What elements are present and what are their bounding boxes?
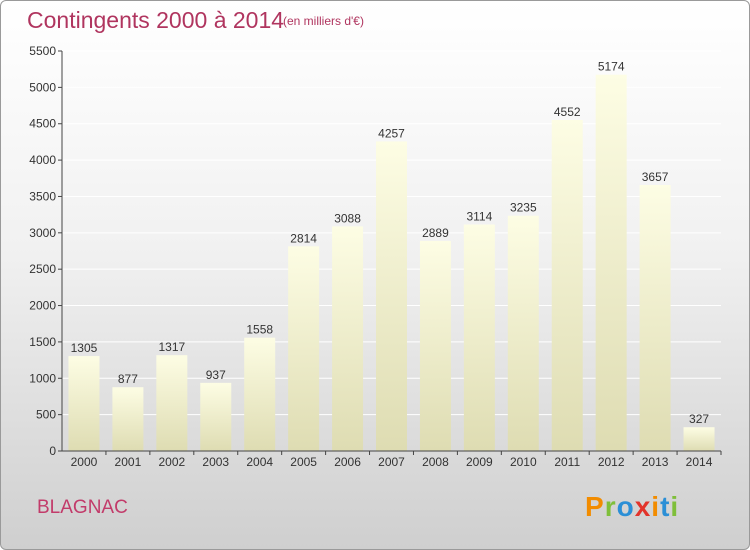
bar xyxy=(419,240,451,451)
y-tick-label: 4500 xyxy=(29,117,56,131)
bar-value-label: 3088 xyxy=(334,211,361,225)
x-tick-label: 2012 xyxy=(598,455,625,469)
x-tick-label: 2009 xyxy=(466,455,493,469)
bar-value-label: 2889 xyxy=(422,226,449,240)
bar-value-label: 4257 xyxy=(378,126,405,140)
bar xyxy=(595,74,627,451)
brand-letter: t xyxy=(660,491,671,522)
bar-value-label: 4552 xyxy=(554,105,581,119)
bar-value-label: 2814 xyxy=(290,231,317,245)
brand-letter: o xyxy=(616,491,635,522)
bar xyxy=(288,246,320,451)
brand-letter: i xyxy=(651,491,661,522)
y-tick-label: 0 xyxy=(49,444,56,458)
bar xyxy=(551,119,583,451)
commune-name: BLAGNAC xyxy=(37,497,128,518)
bar-value-label: 3235 xyxy=(510,201,537,215)
x-tick-label: 2001 xyxy=(115,455,142,469)
y-tick-label: 2000 xyxy=(29,299,56,313)
proxiti-logo: Proxiti xyxy=(585,491,679,523)
x-tick-label: 2004 xyxy=(246,455,273,469)
y-tick-label: 5500 xyxy=(29,44,56,58)
bar-value-label: 877 xyxy=(118,372,138,386)
bar xyxy=(463,224,495,451)
brand-letter: P xyxy=(585,491,605,522)
bar xyxy=(200,382,232,451)
bar xyxy=(376,141,407,451)
bar-value-label: 3114 xyxy=(466,210,492,224)
y-tick-label: 5000 xyxy=(29,80,56,94)
bar xyxy=(639,185,671,451)
x-tick-label: 2002 xyxy=(158,455,185,469)
chart-subtitle: (en milliers d'€) xyxy=(283,14,364,28)
y-tick-label: 3500 xyxy=(29,189,56,203)
x-tick-label: 2006 xyxy=(334,455,361,469)
x-tick-label: 2010 xyxy=(510,455,537,469)
x-tick-label: 2011 xyxy=(554,455,580,469)
y-tick-label: 1500 xyxy=(29,335,56,349)
bar-value-label: 1305 xyxy=(71,341,98,355)
chart-title: Contingents 2000 à 2014 xyxy=(27,7,285,33)
y-tick-label: 500 xyxy=(36,408,56,422)
bar-value-label: 3657 xyxy=(642,170,669,184)
y-tick-label: 3000 xyxy=(29,226,56,240)
bar-value-label: 327 xyxy=(689,412,709,426)
x-tick-label: 2008 xyxy=(422,455,449,469)
y-tick-label: 1000 xyxy=(29,371,56,385)
bar xyxy=(112,387,144,451)
y-tick-label: 4000 xyxy=(29,153,56,167)
x-tick-label: 2014 xyxy=(686,455,713,469)
bar-value-label: 1317 xyxy=(158,340,185,354)
bar xyxy=(683,427,715,451)
bar xyxy=(244,337,276,451)
x-tick-label: 2013 xyxy=(642,455,669,469)
x-tick-label: 2000 xyxy=(71,455,98,469)
brand-letter: r xyxy=(604,491,617,522)
x-tick-label: 2007 xyxy=(378,455,405,469)
bar-value-label: 5174 xyxy=(598,60,625,74)
x-tick-label: 2005 xyxy=(290,455,317,469)
bar-value-label: 1558 xyxy=(246,323,273,337)
brand-letter: i xyxy=(670,491,680,522)
bar xyxy=(507,215,539,451)
bar xyxy=(68,356,100,451)
bar xyxy=(332,226,364,451)
bar-value-label: 937 xyxy=(206,368,226,382)
x-tick-label: 2003 xyxy=(202,455,229,469)
bar xyxy=(156,355,188,451)
y-tick-label: 2500 xyxy=(29,262,56,276)
brand-letter: x xyxy=(634,491,652,522)
